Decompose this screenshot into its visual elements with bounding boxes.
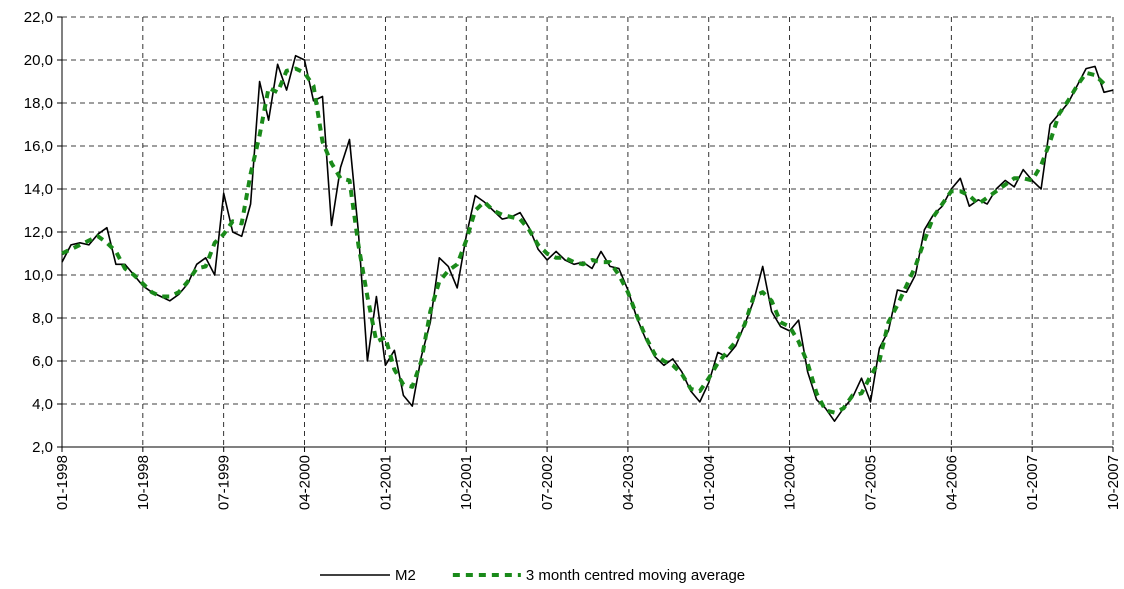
x-tick-label: 01-1998 bbox=[54, 455, 71, 510]
x-tick-label: 10-2007 bbox=[1105, 455, 1122, 510]
series-line bbox=[61, 54, 1114, 422]
legend-label: M2 bbox=[395, 567, 416, 584]
y-tick-label: 2,0 bbox=[32, 439, 53, 456]
y-tick-label: 8,0 bbox=[32, 310, 53, 327]
legend-label: 3 month centred moving average bbox=[526, 567, 745, 584]
y-tick-label: 12,0 bbox=[24, 224, 53, 241]
y-tick-label: 14,0 bbox=[24, 181, 53, 198]
y-tick-label: 6,0 bbox=[32, 353, 53, 370]
series-line bbox=[61, 66, 1106, 415]
y-tick-label: 18,0 bbox=[24, 95, 53, 112]
x-tick-label: 01-2004 bbox=[701, 455, 718, 510]
y-tick-label: 22,0 bbox=[24, 9, 53, 26]
x-tick-label: 07-2005 bbox=[862, 455, 879, 510]
x-tick-label: 01-2001 bbox=[377, 455, 394, 510]
x-tick-label: 07-2002 bbox=[539, 455, 556, 510]
y-tick-label: 16,0 bbox=[24, 138, 53, 155]
x-tick-label: 04-2000 bbox=[297, 455, 314, 510]
y-tick-label: 4,0 bbox=[32, 396, 53, 413]
x-tick-label: 01-2007 bbox=[1024, 455, 1041, 510]
y-tick-label: 10,0 bbox=[24, 267, 53, 284]
x-tick-label: 04-2003 bbox=[620, 455, 637, 510]
x-tick-label: 10-2001 bbox=[458, 455, 475, 510]
x-tick-label: 10-2004 bbox=[782, 455, 799, 510]
x-tick-label: 10-1998 bbox=[135, 455, 152, 510]
y-tick-label: 20,0 bbox=[24, 52, 53, 69]
x-tick-label: 04-2006 bbox=[943, 455, 960, 510]
x-tick-label: 07-1999 bbox=[216, 455, 233, 510]
